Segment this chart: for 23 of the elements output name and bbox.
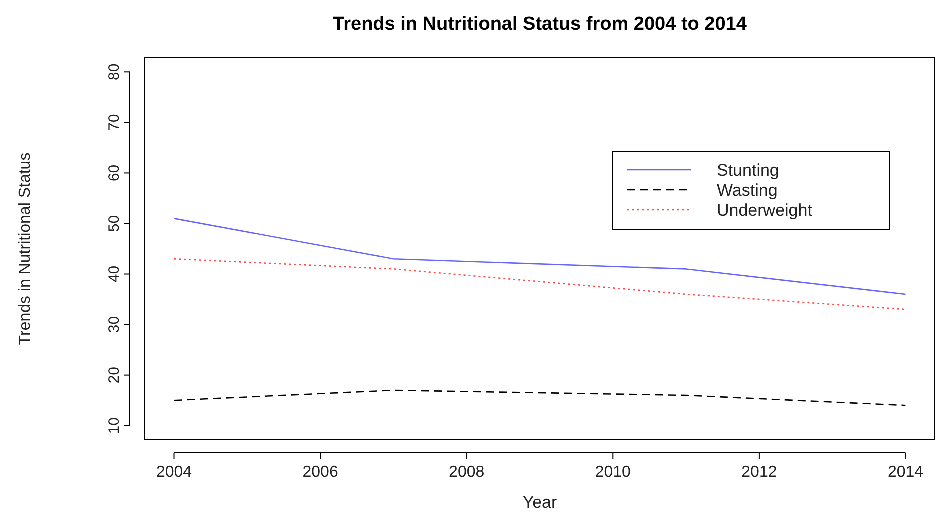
x-tick-label: 2012 (742, 464, 778, 481)
legend-label: Underweight (717, 201, 813, 220)
y-tick-label: 80 (106, 64, 123, 80)
x-tick-label: 2014 (888, 464, 924, 481)
y-tick-label: 20 (106, 366, 123, 384)
x-tick-label: 2008 (449, 464, 485, 481)
line-series (174, 218, 906, 296)
y-axis-title: Trends in Nutritional Status (17, 152, 34, 346)
legend-label: Stunting (717, 161, 780, 180)
x-tick-label: 2010 (595, 464, 632, 481)
y-tick-label: 60 (106, 164, 123, 182)
y-tick-label: 10 (106, 418, 123, 434)
y-tick-label: 50 (106, 215, 123, 232)
x-axis-title: Year (522, 493, 558, 512)
chart-title: Trends in Nutritional Status from 2004 to 2014 (333, 14, 748, 35)
y-tick-label: 30 (106, 316, 123, 334)
y-tick-label: 70 (106, 114, 123, 132)
x-tick-label: 2004 (156, 464, 192, 481)
line-series (174, 258, 906, 310)
x-tick-label: 2006 (302, 464, 338, 481)
line-series (174, 390, 906, 406)
y-tick-label: 40 (106, 266, 123, 283)
legend-label: Wasting (717, 181, 778, 200)
